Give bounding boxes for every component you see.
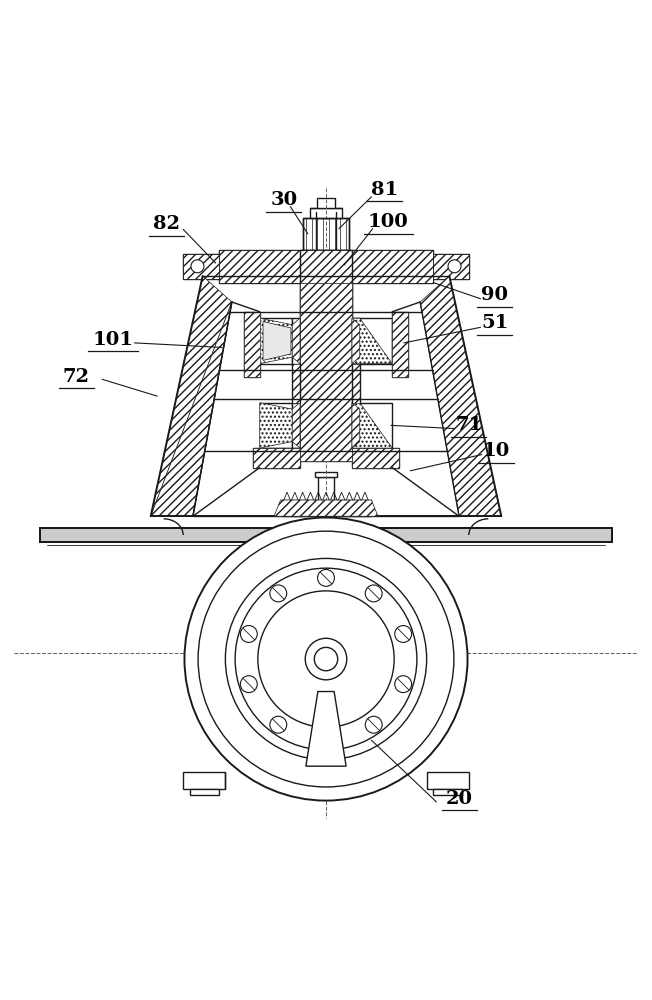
Circle shape <box>270 716 287 733</box>
Bar <box>183 772 226 789</box>
Polygon shape <box>183 254 219 279</box>
Circle shape <box>191 260 204 273</box>
Polygon shape <box>352 318 360 364</box>
Bar <box>183 254 219 279</box>
Polygon shape <box>420 276 501 516</box>
Polygon shape <box>292 364 300 403</box>
Bar <box>317 684 335 695</box>
Bar <box>352 403 393 448</box>
Bar <box>317 198 335 208</box>
Bar <box>310 208 342 218</box>
Bar <box>259 403 292 448</box>
Bar <box>433 254 469 279</box>
Polygon shape <box>292 403 300 448</box>
Circle shape <box>241 676 258 693</box>
Text: 82: 82 <box>153 215 181 233</box>
Bar <box>259 318 292 364</box>
Bar <box>393 312 408 377</box>
Text: 72: 72 <box>63 368 89 386</box>
Circle shape <box>235 568 417 750</box>
Circle shape <box>226 558 426 760</box>
Text: 100: 100 <box>368 213 409 231</box>
Bar <box>219 250 433 283</box>
Polygon shape <box>352 448 399 468</box>
Circle shape <box>318 569 334 586</box>
Polygon shape <box>274 500 378 516</box>
Polygon shape <box>259 318 292 364</box>
Circle shape <box>305 638 347 680</box>
Circle shape <box>365 716 382 733</box>
Circle shape <box>318 732 334 749</box>
Bar <box>300 283 352 461</box>
Bar <box>300 283 352 461</box>
Bar <box>312 766 340 779</box>
Polygon shape <box>151 276 232 516</box>
Bar <box>426 772 469 789</box>
Polygon shape <box>306 692 346 766</box>
Text: 90: 90 <box>481 286 509 304</box>
Circle shape <box>270 585 287 602</box>
Bar <box>292 318 300 364</box>
Bar <box>244 312 259 377</box>
Polygon shape <box>352 403 393 448</box>
Circle shape <box>394 626 411 642</box>
Polygon shape <box>433 254 469 279</box>
Polygon shape <box>292 318 300 364</box>
Text: 30: 30 <box>270 191 297 209</box>
Bar <box>40 528 612 542</box>
Polygon shape <box>219 250 433 283</box>
Circle shape <box>314 647 338 671</box>
Bar <box>292 403 300 448</box>
Bar <box>315 472 337 477</box>
Bar <box>190 789 219 795</box>
Bar <box>318 477 334 500</box>
Text: 51: 51 <box>481 314 509 332</box>
Circle shape <box>448 260 461 273</box>
Bar <box>352 403 360 448</box>
Polygon shape <box>300 283 352 461</box>
Text: 101: 101 <box>93 331 134 349</box>
Polygon shape <box>352 364 360 403</box>
Bar <box>300 250 352 283</box>
Bar <box>253 448 300 468</box>
Circle shape <box>241 626 258 642</box>
Polygon shape <box>393 312 408 377</box>
Bar <box>433 789 462 795</box>
Circle shape <box>365 585 382 602</box>
Text: 71: 71 <box>455 416 482 434</box>
Text: 81: 81 <box>371 181 398 199</box>
Bar <box>316 779 336 789</box>
Bar <box>352 448 399 468</box>
Polygon shape <box>259 403 292 448</box>
Bar <box>280 500 372 516</box>
Polygon shape <box>151 302 232 516</box>
Polygon shape <box>244 312 259 377</box>
Bar <box>316 789 336 795</box>
Circle shape <box>198 531 454 787</box>
Bar <box>352 318 393 364</box>
Circle shape <box>394 676 411 693</box>
Polygon shape <box>253 448 300 468</box>
Polygon shape <box>352 318 393 364</box>
Bar <box>352 318 360 364</box>
Polygon shape <box>352 403 360 448</box>
Text: 10: 10 <box>482 442 510 460</box>
Polygon shape <box>263 321 291 360</box>
Text: 20: 20 <box>445 790 473 808</box>
Bar <box>303 218 349 250</box>
Circle shape <box>185 518 467 801</box>
Circle shape <box>258 591 394 727</box>
